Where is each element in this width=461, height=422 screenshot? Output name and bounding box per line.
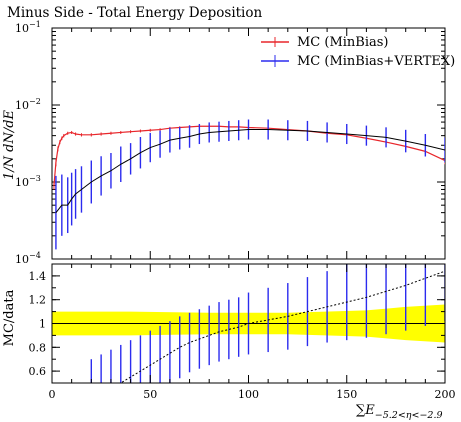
top-y-tick-label: 10−2 [15, 97, 41, 112]
top-y-tick-exponent: −4 [29, 251, 41, 260]
chart-title: Minus Side - Total Energy Deposition [7, 5, 263, 21]
x-axis-label: ∑E−5.2<η<−2.9 [356, 403, 443, 421]
series-minbias-vertex [55, 119, 445, 250]
legend-label-minbias: MC (MinBias) [297, 35, 389, 50]
x-tick-label: 200 [435, 388, 456, 401]
top-y-tick-exponent: −1 [29, 20, 41, 29]
x-axis-label-subscript: −5.2<η<−2.9 [375, 410, 443, 421]
top-y-tick-exponent: −3 [29, 174, 41, 183]
ratio-series-minbias-vertex [90, 264, 445, 383]
legend-item-minbias: MC (MinBias) [261, 35, 389, 50]
ratio-y-tick-label: 0.8 [29, 341, 47, 354]
x-tick-label: 50 [143, 388, 157, 401]
ratio-series-line [119, 270, 445, 383]
x-tick-label: 0 [49, 388, 56, 401]
ratio-y-tick-label: 1 [39, 318, 46, 331]
x-tick-label: 100 [238, 388, 259, 401]
ratio-y-tick-label: 1.2 [29, 294, 47, 307]
top-y-tick-label: 10−1 [15, 20, 41, 35]
ratio-x-ticks: 0 50 100 150 200 [49, 264, 456, 401]
ratio-y-axis-label: MC/data [2, 289, 17, 346]
ratio-y-tick-label: 0.6 [29, 365, 47, 378]
top-y-axis-label: 1/N dN/dE [2, 109, 17, 180]
series-line-minbias-vertex [55, 129, 445, 213]
ratio-y-tick-label: 1.4 [29, 270, 47, 283]
ratio-panel: 0.6 0.8 1 1.2 1.4 0 50 100 150 200 MC/data ∑E−5.… [2, 263, 456, 421]
ratio-y-ticks: 0.6 0.8 1 1.2 1.4 [29, 263, 445, 384]
top-y-tick-label: 10−4 [15, 251, 41, 266]
x-tick-label: 150 [336, 388, 357, 401]
top-y-tick-exponent: −2 [29, 97, 41, 106]
top-minor-ticks [51, 28, 446, 259]
legend-label-minbias-vertex: MC (MinBias+VERTEX) [297, 54, 455, 69]
legend: MC (MinBias) MC (MinBias+VERTEX) [261, 35, 455, 69]
top-y-tick-label: 10−3 [15, 174, 41, 189]
x-axis-label-main: ∑E [356, 403, 375, 418]
legend-item-minbias-vertex: MC (MinBias+VERTEX) [261, 54, 455, 69]
